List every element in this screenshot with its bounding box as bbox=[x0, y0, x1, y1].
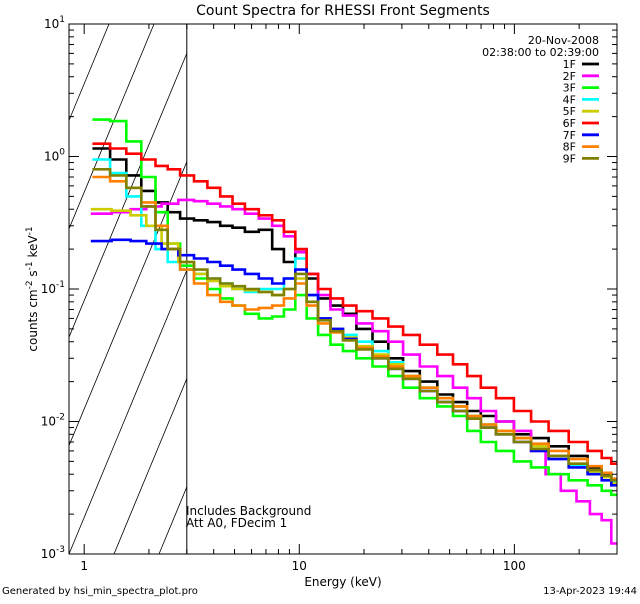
y-tick-label: 100 bbox=[44, 148, 65, 164]
x-tick-label: 10 bbox=[292, 559, 307, 573]
x-tick-label: 1 bbox=[80, 559, 88, 573]
date-label: 20-Nov-2008 bbox=[528, 34, 599, 47]
legend-label-9f: 9F bbox=[563, 152, 576, 165]
series-6f bbox=[92, 142, 617, 465]
footer-generator: Generated by hsi_min_spectra_plot.pro bbox=[2, 586, 198, 597]
series-1f bbox=[92, 147, 617, 484]
hatch-line bbox=[69, 24, 110, 122]
series-9f bbox=[92, 168, 617, 482]
hatch-line bbox=[69, 24, 155, 230]
time-range-label: 02:38:00 to 02:39:00 bbox=[482, 46, 599, 59]
axis-ticks: 1 10 100 10-3 10-2 10-1 100 101 bbox=[41, 15, 618, 573]
y-tick-label: 101 bbox=[44, 15, 65, 31]
y-tick-label: 10-2 bbox=[41, 413, 65, 429]
annotation-background: Includes Background bbox=[186, 504, 311, 518]
legend-label-2f: 2F bbox=[563, 70, 576, 83]
legend-label-6f: 6F bbox=[563, 117, 576, 130]
x-axis-label: Energy (keV) bbox=[304, 575, 381, 589]
legend-label-5f: 5F bbox=[563, 105, 576, 118]
chart-title: Count Spectra for RHESSI Front Segments bbox=[196, 3, 490, 19]
series-layer bbox=[90, 118, 617, 545]
series-3f bbox=[92, 118, 617, 497]
legend-label-7f: 7F bbox=[563, 129, 576, 142]
legend-label-1f: 1F bbox=[563, 58, 576, 71]
hatch-line bbox=[0, 24, 19, 554]
legend-label-3f: 3F bbox=[563, 82, 576, 95]
legend-label-4f: 4F bbox=[563, 93, 576, 106]
y-tick-label: 10-1 bbox=[41, 280, 65, 296]
annotation-attenuator: Att A0, FDecim 1 bbox=[186, 516, 287, 530]
hatch-line bbox=[69, 24, 200, 339]
y-axis-label: counts cm-2 s-1 keV-1 bbox=[25, 226, 40, 351]
x-tick-label: 100 bbox=[503, 559, 526, 573]
legend-label-8f: 8F bbox=[563, 141, 576, 154]
footer-timestamp: 13-Apr-2023 19:44 bbox=[543, 586, 637, 597]
y-tick-label: 10-3 bbox=[41, 545, 65, 561]
